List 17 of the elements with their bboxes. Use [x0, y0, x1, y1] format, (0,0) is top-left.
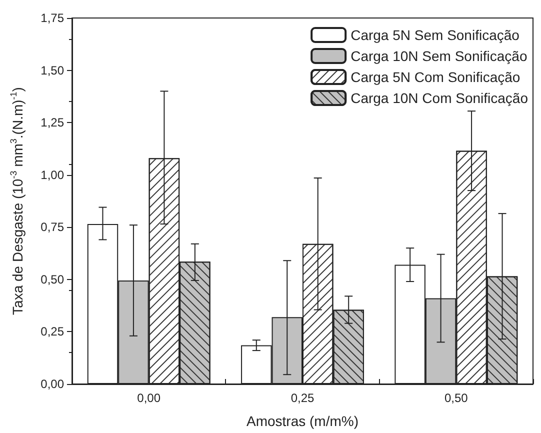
legend-label: Carga 5N Com Sonificação	[350, 69, 520, 85]
y-axis-title: Taxa de Desgaste (10-3 mm3.(N.m)-1)	[8, 87, 26, 315]
legend-label: Carga 5N Sem Sonificação	[350, 27, 520, 43]
y-tick-label: 1,50	[40, 63, 64, 78]
x-tick-label: 0,50	[444, 391, 468, 405]
x-axis-title: Amostras (m/m%)	[246, 413, 358, 429]
legend-label: Carga 10N Sem Sonificação	[350, 48, 528, 64]
x-tick-label: 0,00	[137, 391, 161, 405]
x-tick-label: 0,25	[290, 391, 314, 405]
y-tick-label: 0,75	[40, 220, 64, 234]
y-tick-label: 0,25	[40, 324, 64, 339]
y-tick-label: 0,50	[40, 272, 64, 286]
y-tick-label: 1,75	[40, 11, 64, 25]
y-tick-label: 1,25	[40, 116, 64, 130]
y-tick-label: 1,00	[40, 168, 64, 182]
legend-label: Carga 10N Com Sonificação	[350, 90, 528, 106]
y-tick-label: 0,00	[40, 377, 64, 391]
